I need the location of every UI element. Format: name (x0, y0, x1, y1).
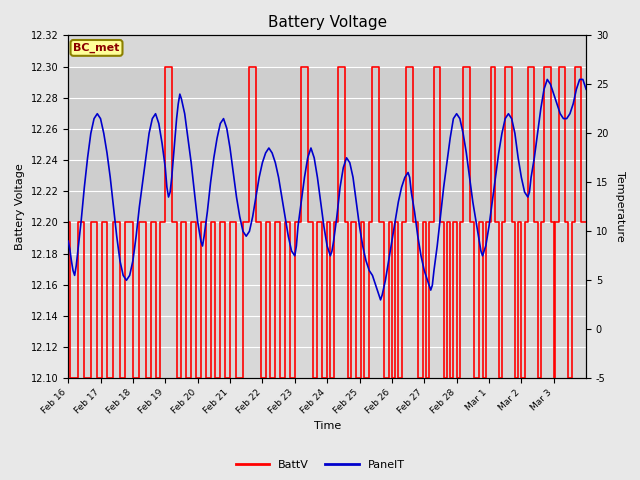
PanelT (377, 297, 385, 303)
BattV (239, 375, 247, 381)
BattV (286, 219, 294, 225)
PanelT (64, 238, 72, 244)
BattV (582, 219, 590, 225)
Title: Battery Voltage: Battery Voltage (268, 15, 387, 30)
PanelT (103, 150, 111, 156)
BattV (64, 219, 72, 225)
Y-axis label: Battery Voltage: Battery Voltage (15, 163, 25, 250)
PanelT (543, 76, 551, 82)
Legend: BattV, PanelT: BattV, PanelT (231, 456, 409, 474)
Line: BattV: BattV (68, 67, 586, 378)
Text: BC_met: BC_met (74, 43, 120, 53)
BattV (66, 375, 74, 381)
Line: PanelT: PanelT (68, 79, 586, 300)
PanelT (200, 233, 208, 239)
PanelT (446, 135, 454, 141)
PanelT (109, 204, 117, 210)
BattV (93, 375, 101, 381)
Y-axis label: Temperature: Temperature (615, 171, 625, 242)
X-axis label: Time: Time (314, 421, 340, 432)
PanelT (582, 86, 590, 92)
PanelT (158, 140, 166, 146)
BattV (152, 219, 159, 225)
PanelT (288, 248, 296, 254)
BattV (271, 375, 279, 381)
Bar (68, 67, 586, 222)
BattV (161, 64, 169, 70)
BattV (540, 64, 548, 70)
